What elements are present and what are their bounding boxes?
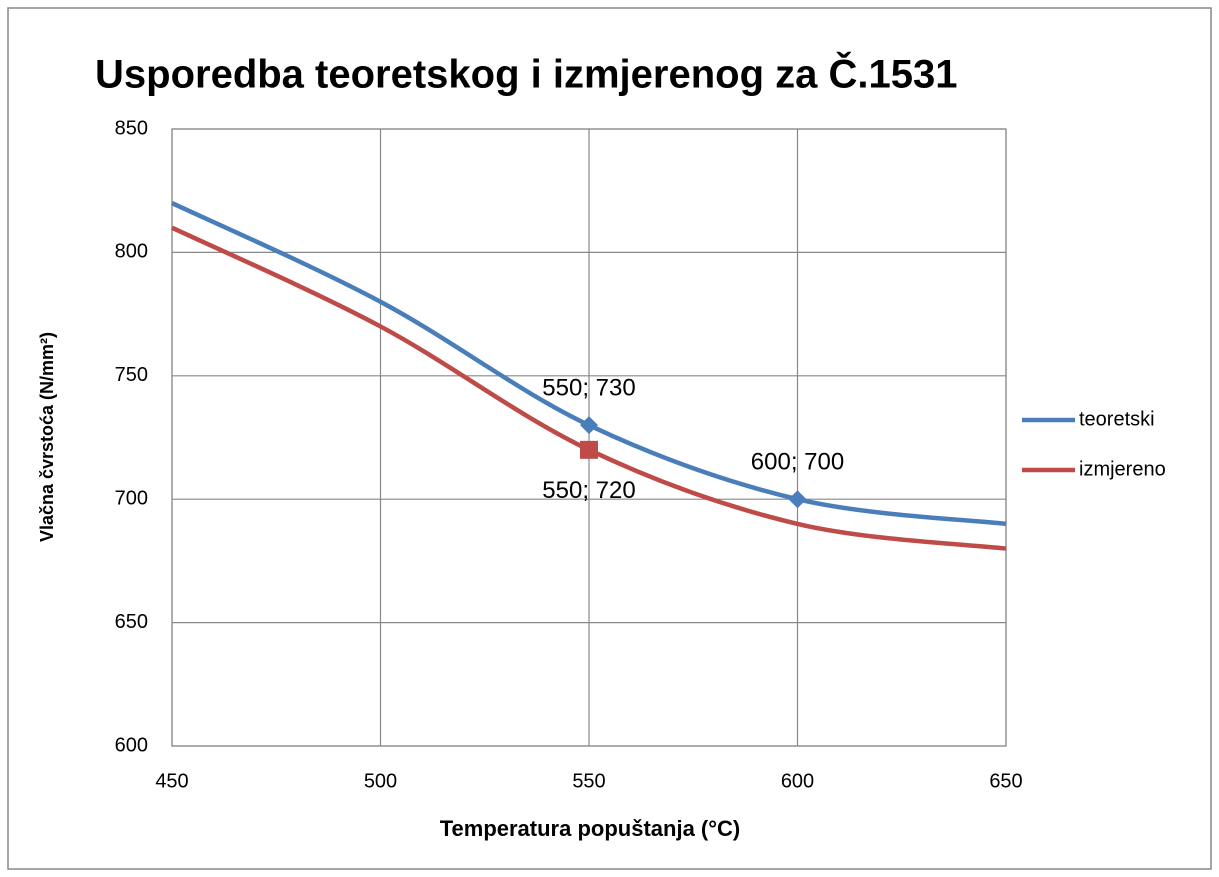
marker bbox=[580, 440, 598, 459]
legend-label: izmjereno bbox=[1079, 458, 1166, 480]
chart-border bbox=[7, 7, 1212, 870]
x-axis-label: Temperatura popuštanja (°C) bbox=[440, 816, 741, 841]
y-tick-label: 600 bbox=[115, 734, 148, 756]
x-tick-label: 650 bbox=[989, 770, 1022, 792]
data-label: 550; 720 bbox=[542, 477, 635, 504]
data-label: 600; 700 bbox=[751, 449, 844, 476]
y-tick-label: 800 bbox=[115, 241, 148, 263]
y-tick-label: 850 bbox=[115, 117, 148, 139]
legend-label: teoretski bbox=[1079, 408, 1155, 430]
plot-frame bbox=[171, 128, 1007, 747]
x-tick-label: 550 bbox=[572, 770, 605, 792]
x-tick-label: 600 bbox=[781, 770, 814, 792]
data-label: 550; 730 bbox=[542, 375, 635, 402]
y-axis-label: Vlačna čvrstoća (N/mm²) bbox=[37, 332, 57, 542]
y-tick-label: 700 bbox=[115, 487, 148, 509]
x-tick-label: 500 bbox=[364, 770, 397, 792]
marker bbox=[580, 416, 598, 435]
marker bbox=[788, 490, 807, 509]
y-tick-label: 750 bbox=[115, 364, 148, 386]
x-tick-label: 450 bbox=[155, 770, 188, 792]
chart-title: Usporedba teoretskog i izmjerenog za Č.1… bbox=[95, 51, 957, 97]
y-tick-label: 650 bbox=[115, 611, 148, 633]
